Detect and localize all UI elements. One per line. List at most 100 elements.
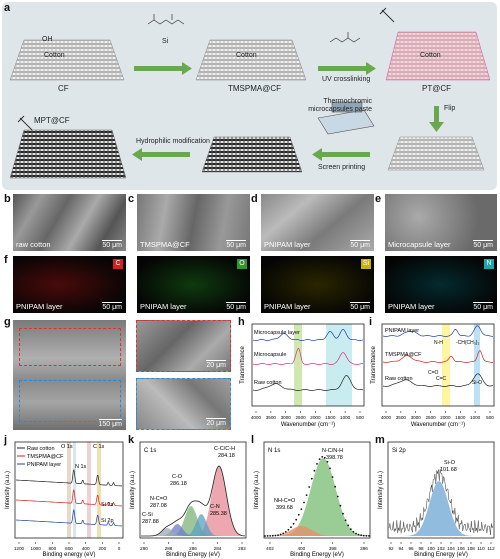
fabric-mpt: [9, 129, 127, 179]
edx-label: PNIPAM layer: [388, 302, 435, 311]
cotton-label-1: Cotton: [44, 52, 65, 59]
x-tick-label: 282: [238, 546, 246, 551]
x-tick-label: 500: [486, 415, 494, 420]
peak-name-ncnh: N-C/N-H: [322, 448, 343, 454]
needle-icon-pt: [379, 7, 395, 23]
sem-image-pnipam: PNIPAM layer 50 μm: [261, 194, 374, 251]
pt-cf-label: PT@CF: [422, 84, 452, 93]
data-point: [316, 463, 318, 465]
edx-label: PNIPAM layer: [264, 302, 311, 311]
y-axis-label: Transmittance: [371, 345, 377, 383]
annotation-co: C=O: [428, 370, 439, 376]
data-point: [287, 528, 290, 531]
ftir-chart-h: 4000 3500 3000 2500 2000 1500 1000 500 Microcap…: [240, 323, 365, 428]
panel-label-h: h: [238, 316, 245, 328]
scale-bar: 50 μm: [350, 240, 370, 249]
panel-label-l: l: [251, 434, 255, 446]
annotation-si2s: Si 2s: [101, 502, 113, 508]
cf-label: CF: [58, 84, 69, 93]
data-point: [318, 458, 321, 460]
xps-n1s-chart-l: 402 400 398 396 N 1s N-C/N-H 398.78 NH-C=O …: [254, 441, 371, 558]
x-tick-label: 3500: [266, 415, 277, 420]
panel-label-g: g: [4, 316, 11, 328]
data-point: [323, 456, 326, 459]
x-tick-label: 98: [418, 546, 424, 551]
series-label-pnipam: PNIPAM layer: [385, 328, 419, 334]
x-tick-label: 1000: [31, 546, 42, 551]
element-badge-c: C: [113, 259, 123, 269]
si-label: Si: [162, 38, 169, 45]
x-tick-label: 1500: [455, 415, 466, 420]
sem-image-microcapsule: Microcapsule layer 50 μm: [385, 194, 497, 251]
data-point: [271, 534, 274, 537]
data-point: [334, 485, 337, 488]
peak-value-csi: 287.88: [142, 519, 159, 525]
data-point: [284, 531, 287, 533]
sem-image-tmspma: TMSPMA@CF 50 μm: [137, 194, 250, 251]
scale-bar: 20 μm: [206, 418, 226, 427]
data-point: [326, 460, 329, 463]
peak-name-sio: Si-O: [444, 460, 456, 466]
data-point: [282, 532, 285, 535]
data-point: [360, 534, 363, 537]
x-tick-label: 0: [118, 546, 121, 551]
annotation-sio: Si-O: [472, 380, 482, 386]
peak-value-nco: 287.08: [150, 503, 167, 509]
flip-label: Flip: [444, 105, 456, 112]
data-point: [362, 534, 365, 537]
nipam-molecule: [329, 32, 361, 43]
spectrum-title: N 1s: [268, 448, 280, 454]
x-tick-label: 96: [408, 546, 414, 551]
x-tick-label: 2000: [310, 415, 321, 420]
series-line-microcapsule: [252, 348, 364, 365]
y-axis-label: Intensity (a.u.): [5, 471, 11, 509]
annotation-cc: C=C: [436, 376, 447, 382]
x-tick-label: 1200: [14, 546, 25, 551]
oh-label: OH: [42, 36, 53, 43]
series-line-pnipam-layer: [16, 509, 122, 527]
highlight-band-cyan: [326, 324, 352, 406]
peak-value-co: 286.18: [170, 481, 187, 487]
element-badge-si: Si: [361, 259, 371, 269]
fit-component: [265, 526, 369, 536]
legend-pnipam: PNIPAM layer: [27, 462, 61, 468]
peak-name-nhco: NH-C=O: [274, 498, 296, 504]
annotation-o1s: O 1s: [61, 444, 73, 450]
peak-value-ccch: 284.18: [218, 453, 235, 459]
data-point: [264, 535, 266, 537]
data-point: [292, 522, 295, 525]
scale-bar: 150 μm: [98, 419, 122, 428]
y-axis-label: Intensity (a.u.): [130, 471, 136, 509]
data-point: [365, 534, 368, 537]
data-point: [342, 512, 344, 515]
x-tick-label: 402: [266, 546, 274, 551]
peak-name-co: C-O: [172, 474, 183, 480]
x-tick-label: 4000: [381, 415, 392, 420]
screen-printing-label: Screen printing: [318, 164, 366, 171]
sem-label: raw cotton: [16, 240, 51, 249]
fabric-tmspma: [195, 39, 307, 81]
series-line-raw-cotton: [16, 469, 122, 487]
data-point: [290, 526, 292, 529]
data-point: [274, 534, 277, 537]
x-tick-label: 400: [297, 546, 305, 551]
x-tick-label: 2500: [295, 415, 306, 420]
annotation-ch: -CH(CH₃)₂: [456, 340, 479, 346]
data-point: [352, 530, 355, 533]
x-axis-label: Wavenumber (cm⁻¹): [411, 422, 465, 428]
peak-name-nco: N-C=O: [150, 496, 168, 502]
data-point: [347, 524, 350, 527]
fit-component: [141, 528, 245, 536]
fit-component: [141, 466, 245, 536]
sem-label: PNIPAM layer: [264, 240, 311, 249]
x-tick-label: 800: [48, 546, 56, 551]
sem-zoom-top: 20 μm: [136, 320, 231, 372]
panel-label-f: f: [4, 254, 8, 266]
peak-value-sio: 101.68: [440, 467, 457, 473]
legend-tmspma: TMSPMA@CF: [27, 454, 64, 460]
x-tick-label: 2000: [440, 415, 451, 420]
data-point: [266, 535, 269, 537]
x-tick-label: 200: [98, 546, 106, 551]
series-label-microcapsule-layer: Microcapsule layer: [254, 330, 300, 336]
plot-frame: [263, 441, 371, 539]
